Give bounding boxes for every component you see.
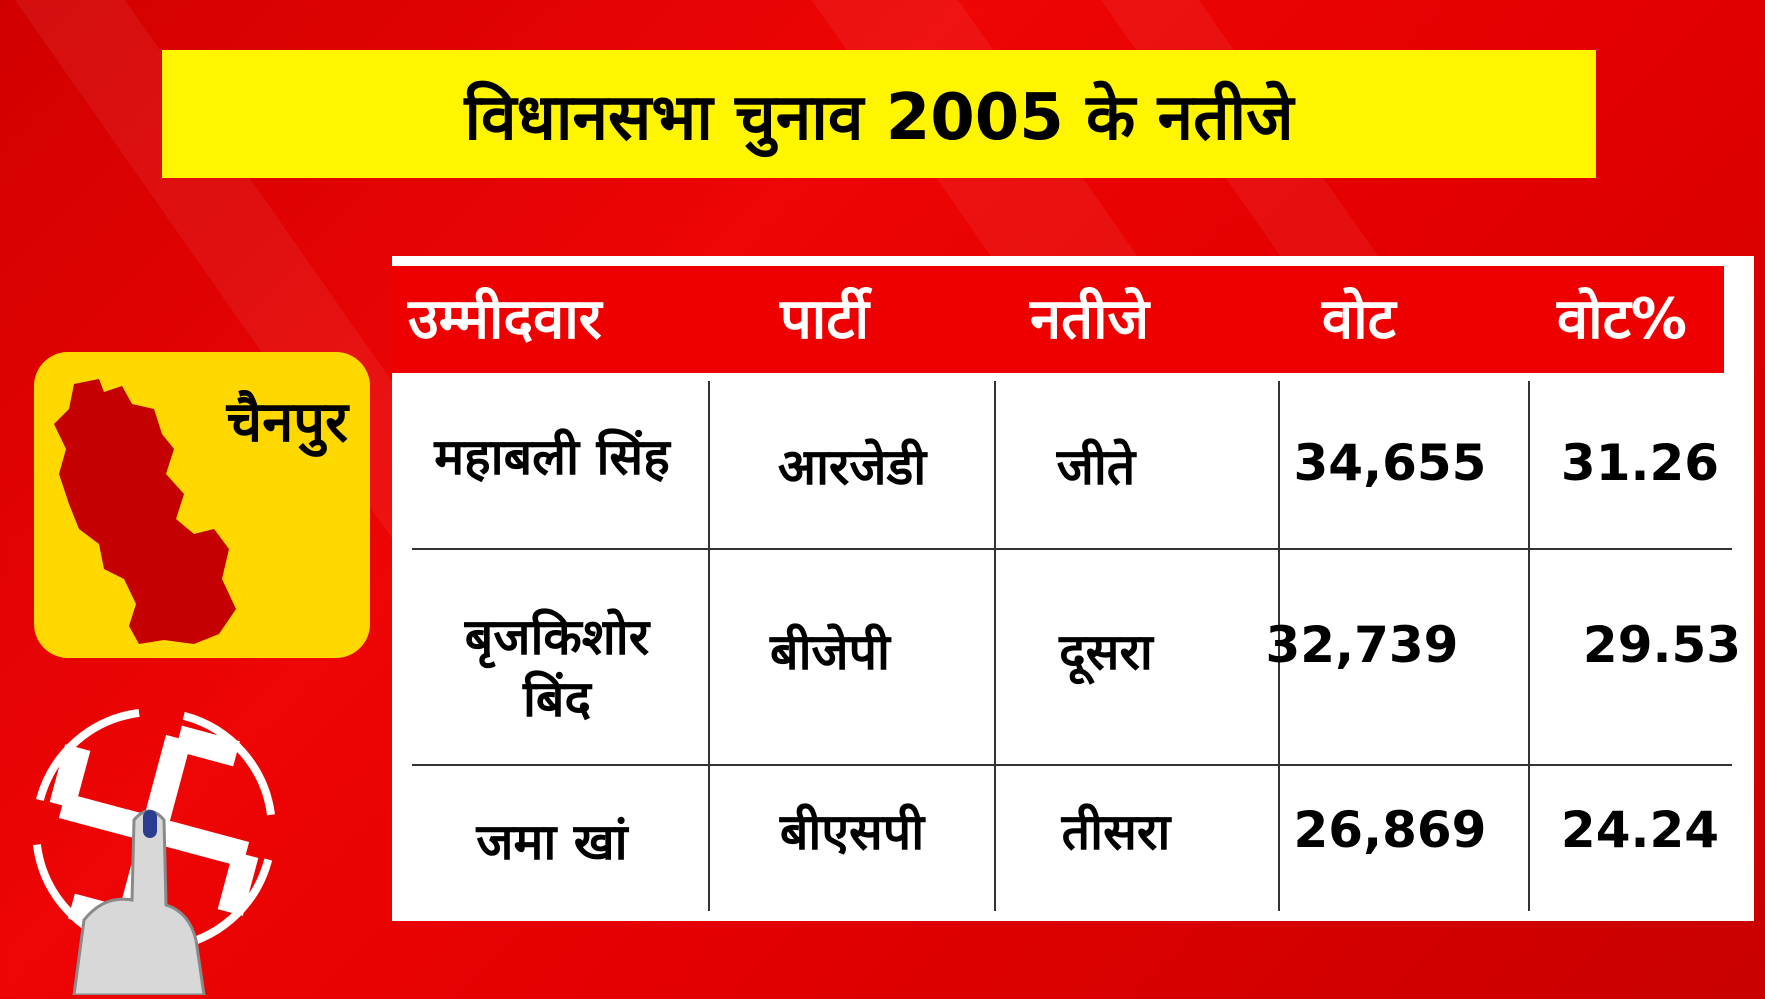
vote-percent: 24.24: [1560, 801, 1720, 859]
swastik-voting-symbol-icon: [32, 708, 276, 995]
column-divider: [1528, 381, 1530, 911]
result-status: जीते: [1056, 438, 1136, 496]
vote-count: 32,739: [1265, 616, 1459, 674]
candidate-name: महाबली सिंह: [434, 428, 670, 486]
header-percent: वोट%: [1557, 287, 1687, 352]
district-map-icon: [54, 379, 236, 644]
candidate-name: जमा खां: [476, 813, 628, 871]
title-bar: विधानसभा चुनाव 2005 के नतीजे: [162, 50, 1596, 178]
results-table: उम्मीदवार पार्टी नतीजे वोट वोट% महाबली स…: [392, 256, 1754, 921]
column-divider: [1278, 381, 1280, 911]
row-divider: [412, 764, 1732, 766]
result-status: दूसरा: [1059, 623, 1153, 681]
header-votes: वोट: [1322, 287, 1396, 352]
vote-percent: 31.26: [1560, 434, 1720, 492]
vote-count: 34,655: [1293, 434, 1487, 492]
column-divider: [994, 381, 996, 911]
inked-finger-icon: [72, 809, 206, 995]
party-name: आरजेडी: [777, 438, 927, 496]
vote-percent: 29.53: [1582, 616, 1742, 674]
table-header: उम्मीदवार पार्टी नतीजे वोट वोट%: [392, 266, 1724, 373]
party-name: बीजेपी: [770, 623, 890, 681]
header-result: नतीजे: [1030, 287, 1150, 352]
result-status: तीसरा: [1061, 803, 1171, 861]
party-name: बीएसपी: [779, 803, 925, 861]
vote-count: 26,869: [1293, 801, 1487, 859]
column-divider: [708, 381, 710, 911]
page-title: विधानसभा चुनाव 2005 के नतीजे: [464, 80, 1294, 155]
header-party: पार्टी: [780, 287, 870, 352]
district-name: चैनपुर: [226, 390, 348, 455]
header-candidate: उम्मीदवार: [408, 287, 602, 352]
candidate-name: बृजकिशोर बिंद: [464, 608, 650, 728]
district-card: चैनपुर: [34, 352, 370, 658]
row-divider: [412, 548, 1732, 550]
